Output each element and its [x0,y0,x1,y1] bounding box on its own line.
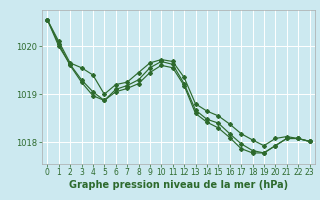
X-axis label: Graphe pression niveau de la mer (hPa): Graphe pression niveau de la mer (hPa) [69,180,288,190]
